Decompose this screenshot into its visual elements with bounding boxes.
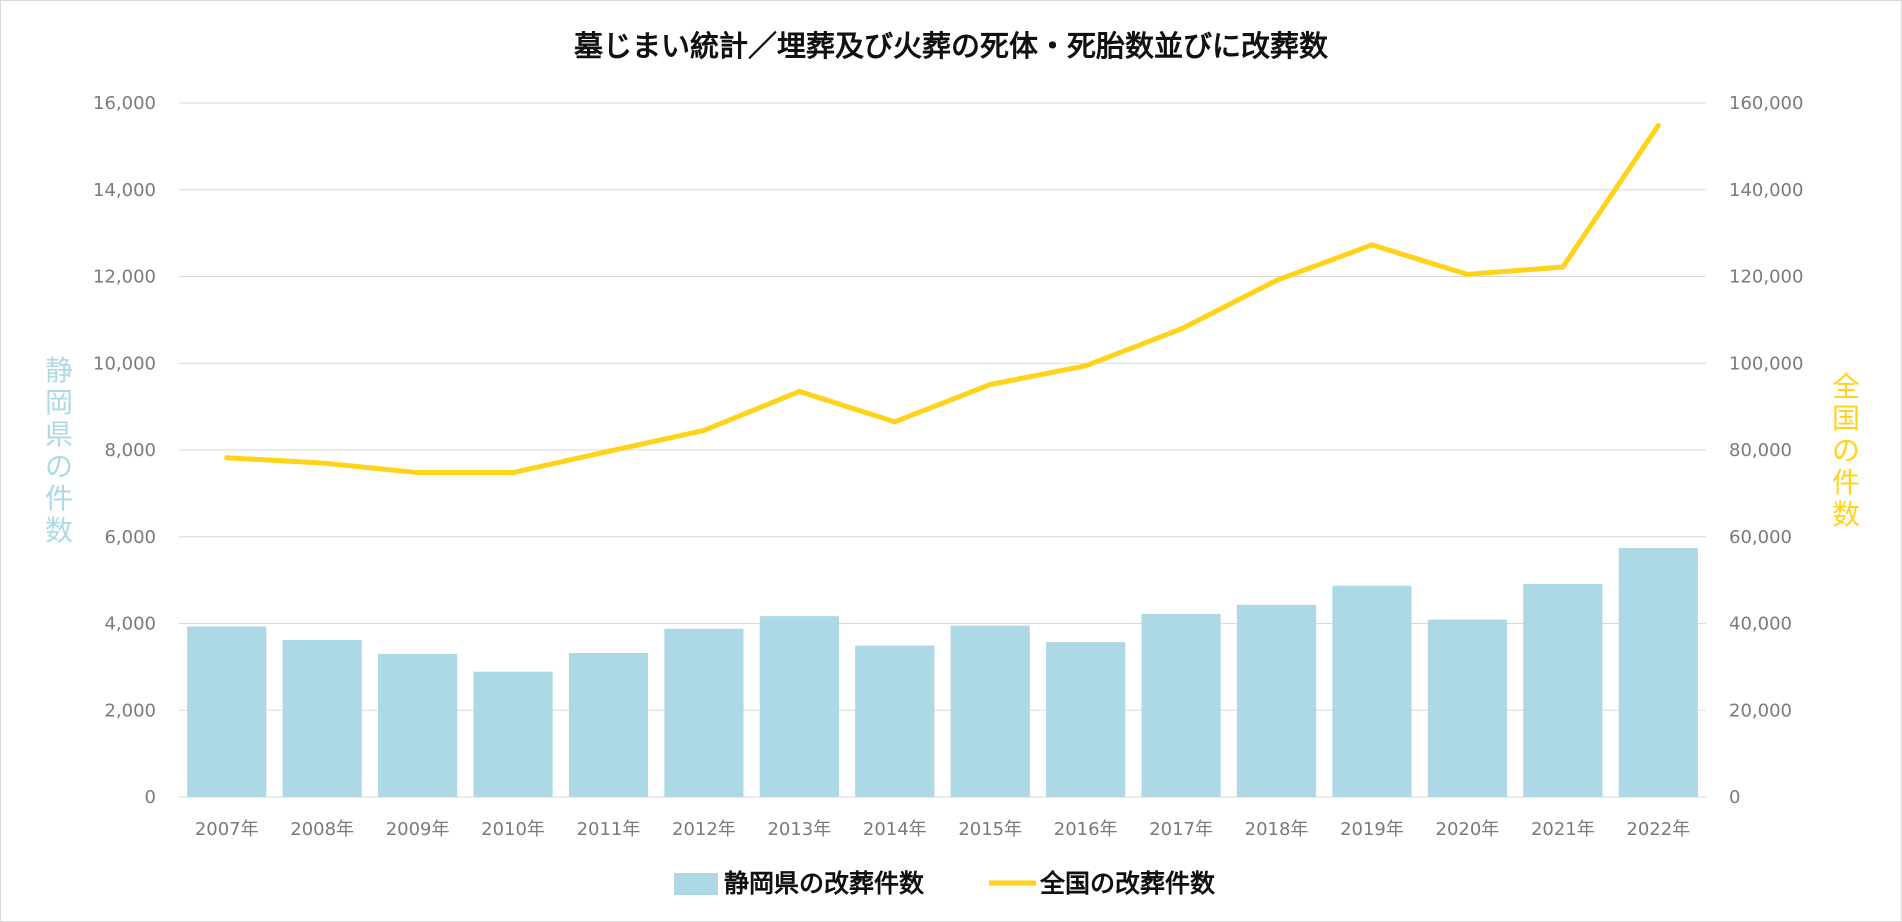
line-point xyxy=(1464,271,1470,277)
x-tick-label: 2011年 xyxy=(577,819,641,840)
x-tick-label: 2007年 xyxy=(195,819,259,840)
x-tick-label: 2021年 xyxy=(1531,819,1595,840)
left-tick-label: 0 xyxy=(145,787,156,808)
axis-title-char: 件 xyxy=(45,482,73,515)
bar xyxy=(1046,642,1126,797)
x-tick-label: 2014年 xyxy=(863,819,927,840)
axis-title-char: 全 xyxy=(1832,370,1860,403)
axis-title-char: 岡 xyxy=(45,386,73,419)
right-tick-label: 0 xyxy=(1729,787,1740,808)
chart-title: 墓じまい統計／埋葬及び火葬の死体・死胎数並びに改葬数 xyxy=(573,29,1329,63)
right-tick-label: 60,000 xyxy=(1729,527,1792,548)
line-series xyxy=(224,123,1661,476)
bar xyxy=(664,628,744,797)
right-tick-label: 160,000 xyxy=(1729,93,1803,114)
line-point xyxy=(224,455,230,461)
right-tick-label: 40,000 xyxy=(1729,614,1792,635)
line-point xyxy=(1274,277,1280,283)
right-tick-label: 120,000 xyxy=(1729,267,1803,288)
x-tick-label: 2019年 xyxy=(1340,819,1404,840)
bar xyxy=(1141,613,1221,797)
line-path xyxy=(224,123,1661,476)
line-point xyxy=(701,427,707,433)
bar xyxy=(759,616,839,797)
right-tick-label: 140,000 xyxy=(1729,180,1803,201)
right-tick-label: 80,000 xyxy=(1729,440,1792,461)
legend-label-line: 全国の改葬件数 xyxy=(1039,869,1216,898)
x-tick-label: 2016年 xyxy=(1054,819,1118,840)
axis-title-char: の xyxy=(45,450,73,483)
line-point xyxy=(892,419,898,425)
line-point xyxy=(1178,326,1184,332)
left-tick-label: 14,000 xyxy=(93,180,156,201)
x-tick-label: 2008年 xyxy=(290,819,354,840)
bar xyxy=(1523,584,1603,797)
legend: 静岡県の改葬件数 全国の改葬件数 xyxy=(674,869,1216,898)
x-tick-label: 2020年 xyxy=(1436,819,1500,840)
line-point xyxy=(987,382,993,388)
right-axis-ticks: 0 20,000 40,000 60,000 80,000 100,000 120,000 1… xyxy=(1729,93,1803,808)
left-tick-label: 2,000 xyxy=(104,700,156,721)
axis-title-char: 県 xyxy=(45,418,73,451)
x-tick-label: 2012年 xyxy=(672,819,736,840)
axis-title-char: 数 xyxy=(45,514,73,547)
left-tick-label: 10,000 xyxy=(93,353,156,374)
bar xyxy=(855,645,935,797)
x-tick-label: 2009年 xyxy=(386,819,450,840)
line-point xyxy=(1083,363,1089,369)
bar xyxy=(1618,548,1698,797)
x-tick-label: 2017年 xyxy=(1149,819,1213,840)
left-tick-label: 12,000 xyxy=(93,267,156,288)
left-axis-ticks: 0 2,000 4,000 6,000 8,000 10,000 12,000 14,000 1… xyxy=(93,93,156,808)
x-tick-label: 2010年 xyxy=(481,819,545,840)
axis-title-char: 静 xyxy=(45,354,73,387)
line-point xyxy=(605,448,611,454)
left-tick-label: 16,000 xyxy=(93,93,156,114)
bar xyxy=(377,653,458,797)
line-point xyxy=(1655,123,1661,129)
bar xyxy=(1427,619,1508,797)
axis-title-char: の xyxy=(1832,434,1860,467)
left-tick-label: 6,000 xyxy=(104,527,156,548)
bar xyxy=(187,626,267,797)
axis-title-char: 件 xyxy=(1832,466,1860,499)
left-tick-label: 4,000 xyxy=(104,614,156,635)
x-axis-ticks: 2007年 2008年 2009年 2010年 2011年 2012年 2013年 2014年… xyxy=(195,819,1690,840)
bar xyxy=(473,671,553,797)
x-tick-label: 2015年 xyxy=(958,819,1022,840)
bar xyxy=(1236,604,1317,797)
bar xyxy=(950,625,1030,797)
legend-swatch-bar xyxy=(674,873,718,895)
line-point xyxy=(796,388,802,394)
line-point xyxy=(1369,242,1375,248)
line-point xyxy=(1560,264,1566,270)
x-tick-label: 2013年 xyxy=(767,819,831,840)
x-tick-label: 2018年 xyxy=(1245,819,1309,840)
axis-title-char: 数 xyxy=(1832,498,1860,531)
line-point xyxy=(510,470,516,476)
x-tick-label: 2022年 xyxy=(1626,819,1690,840)
right-tick-label: 20,000 xyxy=(1729,700,1792,721)
legend-label-bar: 静岡県の改葬件数 xyxy=(724,869,925,898)
bar-series xyxy=(187,548,1698,797)
bar xyxy=(1332,585,1412,797)
line-point xyxy=(319,460,325,466)
axis-title-char: 国 xyxy=(1832,402,1860,435)
left-tick-label: 8,000 xyxy=(104,440,156,461)
bar xyxy=(568,652,649,797)
right-tick-label: 100,000 xyxy=(1729,353,1803,374)
line-point xyxy=(415,470,421,476)
bar xyxy=(282,639,362,797)
